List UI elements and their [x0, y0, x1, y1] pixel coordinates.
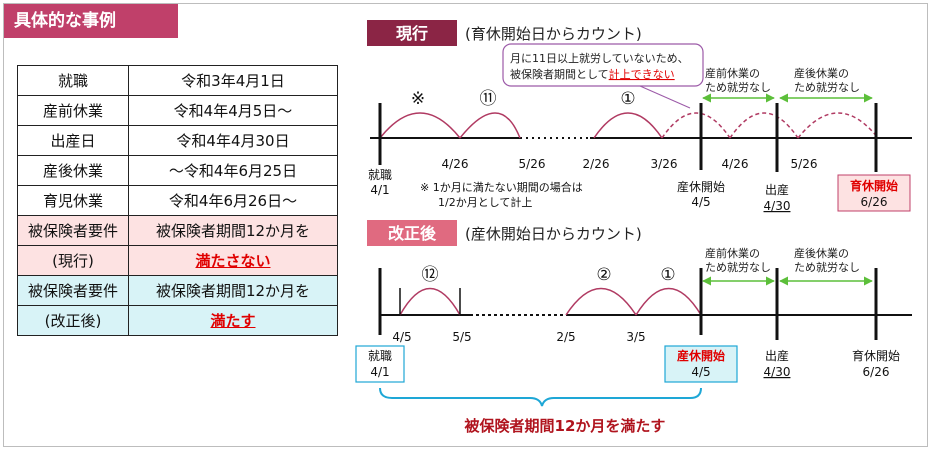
current-badge: [367, 20, 457, 46]
row-label: 被保険者要件: [17, 215, 129, 246]
row-value: 令和4年4月5日～: [128, 95, 338, 126]
footnote-1: ※ 1か月に満たない期間の場合は: [420, 180, 583, 194]
hire-label-1: 就職: [368, 168, 392, 182]
birth-label-2: 4/30: [764, 365, 791, 379]
revised-subtitle: (産休開始日からカウント): [465, 225, 642, 243]
callout-line1: 月に11日以上就労していないため、: [510, 51, 689, 65]
callout-pointer: [639, 85, 691, 109]
mark-1: ①: [660, 265, 675, 285]
row-value: 被保険者期間12か月を: [128, 275, 338, 306]
tick-label: 2/26: [583, 157, 610, 171]
leave-highlight: [664, 345, 738, 383]
revised-badge: [367, 220, 457, 246]
row-value: 満たす: [128, 305, 338, 336]
row-value: 満たさない: [128, 245, 338, 276]
period-brace: [379, 387, 702, 407]
mark-1: ①: [620, 89, 635, 109]
current-badge-label: 現行: [396, 24, 428, 43]
callout-line2a: 被保険者期間として: [510, 67, 609, 81]
mark-11: ⑪: [480, 89, 497, 109]
arc-12: [399, 287, 461, 316]
table-row-revised-requirement: 被保険者要件 被保険者期間12か月を: [17, 275, 338, 306]
callout-box: [502, 43, 704, 87]
tick-label: 4/26: [442, 157, 469, 171]
arc-1: [635, 287, 702, 316]
row-label: 被保険者要件: [17, 275, 129, 306]
tick-label: 5/26: [519, 157, 546, 171]
postbirth-label-1: 産後休業の: [794, 246, 849, 260]
arc-11: [459, 112, 521, 139]
arc-partial: [379, 112, 461, 139]
not-met-text: 満たさない: [195, 252, 271, 270]
leave-label-2: 4/5: [691, 195, 710, 209]
diagram-frame: [3, 3, 928, 447]
footnote-2: 1/2か月として計上: [438, 195, 532, 209]
callout-line2b: 計上できない: [609, 67, 675, 81]
table-row: 育児休業 令和4年6月26日～: [17, 185, 338, 216]
row-label: 育児休業: [17, 185, 129, 216]
row-label: (現行): [17, 245, 129, 276]
table-row: 出産日 令和4年4月30日: [17, 125, 338, 156]
leave-label-2: 4/5: [691, 365, 710, 379]
postbirth-label-2: ため就労なし: [794, 260, 860, 274]
row-value: 被保険者期間12か月を: [128, 215, 338, 246]
row-value: 令和4年6月26日～: [128, 185, 338, 216]
arc-dashed-2: [729, 112, 799, 139]
childcare-label-2: 6/26: [863, 365, 890, 379]
conclusion-text: 被保険者期間12か月を満たす: [465, 417, 666, 435]
case-table: 就職 令和3年4月1日 産前休業 令和4年4月5日～ 出産日 令和4年4月30日…: [17, 65, 338, 336]
tick-label: 3/5: [626, 330, 645, 344]
childcare-highlight: [837, 174, 911, 212]
prebirth-label-1: 産前休業の: [705, 246, 760, 260]
leave-label-1: 産休開始: [677, 348, 725, 363]
current-subtitle: (育休開始日からカウント): [465, 25, 642, 43]
birth-label-1: 出産: [765, 182, 789, 197]
leave-label-1: 産休開始: [677, 179, 725, 194]
hire-label-2: 4/1: [370, 183, 389, 197]
prebirth-label-2: ため就労なし: [705, 80, 771, 94]
hire-highlight: [355, 345, 405, 383]
row-value: ～令和4年6月25日: [128, 155, 338, 186]
childcare-label-2: 6/26: [861, 195, 888, 209]
table-row: 産後休業 ～令和4年6月25日: [17, 155, 338, 186]
childcare-label-1: 育休開始: [852, 348, 900, 363]
table-row-revised-requirement-2: (改正後) 満たす: [17, 305, 338, 336]
birth-label-2: 4/30: [764, 199, 791, 213]
prebirth-label-2: ため就労なし: [705, 260, 771, 274]
mark-2: ②: [596, 265, 611, 285]
mark-12: ⑫: [422, 265, 439, 285]
postbirth-label-2: ため就労なし: [794, 80, 860, 94]
birth-label-1: 出産: [765, 348, 789, 363]
arc-dashed-3: [797, 112, 879, 139]
section-title: 具体的な事例: [4, 4, 178, 38]
tick-label: 3/26: [651, 157, 678, 171]
table-row-current-requirement: 被保険者要件 被保険者期間12か月を: [17, 215, 338, 246]
row-label: 就職: [17, 65, 129, 96]
childcare-label-1: 育休開始: [850, 178, 898, 193]
row-value: 令和4年4月30日: [128, 125, 338, 156]
hire-label-1: 就職: [368, 349, 392, 363]
postbirth-label-1: 産後休業の: [794, 66, 849, 80]
row-label: 産後休業: [17, 155, 129, 186]
tick-label: 4/5: [392, 330, 411, 344]
revised-badge-label: 改正後: [388, 224, 437, 243]
tick-label: 5/5: [452, 330, 471, 344]
tick-label: 4/26: [722, 157, 749, 171]
callout-line2: 被保険者期間として計上できない: [510, 67, 675, 81]
met-text: 満たす: [210, 312, 256, 330]
table-row-current-requirement-2: (現行) 満たさない: [17, 245, 338, 276]
prebirth-label-1: 産前休業の: [705, 66, 760, 80]
tick-label: 5/26: [791, 157, 818, 171]
table-row: 産前休業 令和4年4月5日～: [17, 95, 338, 126]
arc-dashed-1: [661, 112, 731, 139]
arc-1: [593, 112, 663, 139]
mark-note: ※: [411, 89, 425, 109]
row-label: 産前休業: [17, 95, 129, 126]
tick-label: 2/5: [556, 330, 575, 344]
arc-2: [565, 287, 637, 316]
hire-label-2: 4/1: [370, 365, 389, 379]
